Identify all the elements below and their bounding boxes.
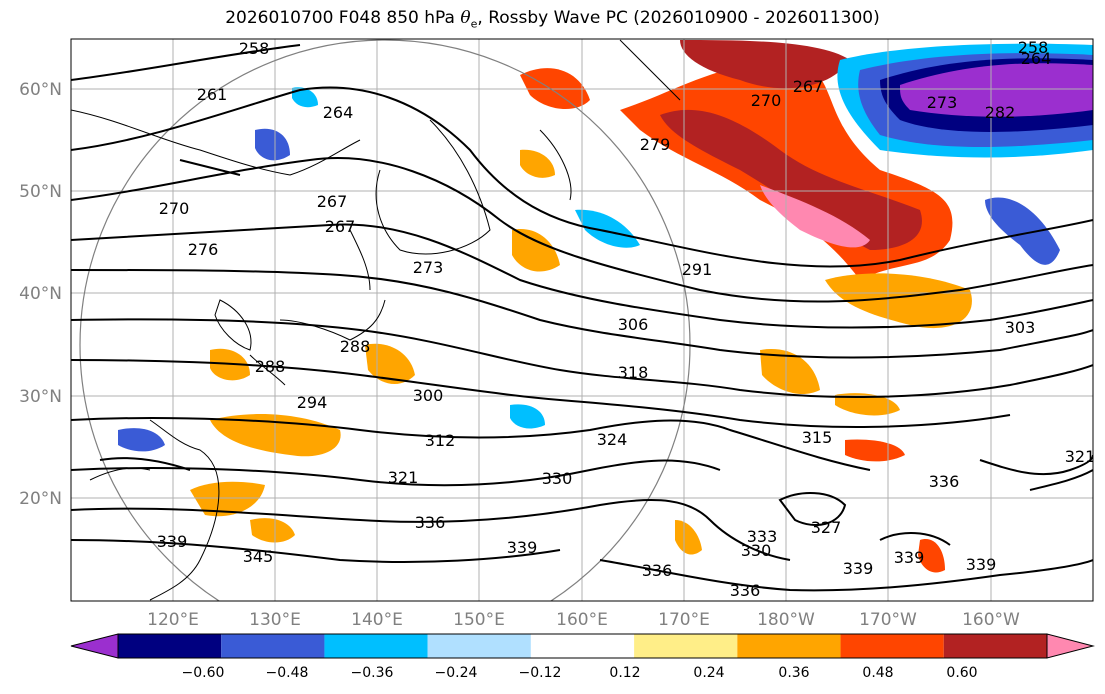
map-frame — [70, 38, 1094, 602]
lon-label: 170°W — [859, 610, 917, 630]
colorbar-segment — [427, 634, 531, 658]
contour-label: 261 — [197, 85, 228, 104]
contour-label: 276 — [188, 240, 219, 259]
contour-label: 336 — [929, 472, 960, 491]
contour-label: 267 — [325, 217, 356, 236]
colorbar-tick-label: −0.24 — [435, 665, 478, 681]
colorbar-tick-label: 0.36 — [778, 665, 809, 681]
colorbar-ticks: −0.60 −0.48 −0.36 −0.24 −0.12 0.12 0.24 … — [182, 665, 978, 681]
colorbar-tick-label: 0.12 — [609, 665, 640, 681]
lon-label: 130°E — [249, 610, 301, 630]
contour-label: 273 — [413, 258, 444, 277]
contour-label: 270 — [751, 91, 782, 110]
colorbar-tick-label: −0.36 — [351, 665, 394, 681]
contour-label: 300 — [413, 386, 444, 405]
lat-label: 40°N — [19, 284, 62, 304]
contour-label: 267 — [793, 77, 824, 96]
colorbar-tick-label: −0.12 — [519, 665, 562, 681]
contour-label: 288 — [255, 357, 286, 376]
colorbar-segment — [737, 634, 841, 658]
colorbar-extend-high — [1046, 633, 1095, 659]
contour-label: 294 — [297, 393, 328, 412]
contour-label: 324 — [597, 430, 628, 449]
latitude-labels: 60°N 50°N 40°N 30°N 20°N — [19, 80, 62, 509]
colorbar-segment — [943, 634, 1047, 658]
anomaly-shading — [118, 40, 1093, 573]
lat-label: 60°N — [19, 80, 62, 100]
contour-label: 258 — [239, 39, 270, 58]
colorbar-frame — [117, 633, 1048, 659]
contour-label: 330 — [542, 469, 573, 488]
contour-label: 336 — [415, 513, 446, 532]
contour-label: 258 — [1018, 38, 1049, 57]
contour-label: 279 — [640, 135, 671, 154]
contour-label: 312 — [425, 431, 456, 450]
theta-e-contours — [71, 44, 1093, 592]
contour-label: 267 — [317, 192, 348, 211]
lon-label: 120°E — [147, 610, 199, 630]
contour-label: 336 — [730, 581, 761, 600]
contour-label: 327 — [811, 518, 842, 537]
lon-label: 170°E — [658, 610, 710, 630]
contour-label: 291 — [682, 260, 713, 279]
lon-label: 150°E — [453, 610, 505, 630]
lon-label: 160°W — [962, 610, 1020, 630]
contour-label: 282 — [985, 103, 1016, 122]
contour-label: 273 — [927, 93, 958, 112]
contour-label: 339 — [966, 555, 997, 574]
contour-labels: 258 261 264 267 267 270 270 276 273 279 … — [157, 38, 1096, 600]
colorbar-segment — [530, 634, 635, 658]
colorbar-tick-label: 0.48 — [862, 665, 893, 681]
colorbar-tick-label: −0.48 — [266, 665, 309, 681]
colorbar-tick-label: −0.60 — [182, 665, 225, 681]
contour-label: 339 — [507, 538, 538, 557]
contour-label: 336 — [642, 561, 673, 580]
colorbar-tick-label: 0.24 — [693, 665, 724, 681]
contour-label: 321 — [388, 468, 419, 487]
lon-label: 180°W — [757, 610, 815, 630]
contour-label: 333 — [747, 527, 778, 546]
colorbar-segment — [840, 634, 944, 658]
contour-label: 330 — [741, 541, 772, 560]
lat-label: 20°N — [19, 489, 62, 509]
contour-label: 264 — [323, 103, 354, 122]
contour-label: 339 — [843, 559, 874, 578]
map-panel: 258 261 264 267 267 270 270 276 273 279 … — [71, 38, 1096, 601]
contour-label: 288 — [340, 337, 371, 356]
coastlines — [71, 39, 681, 601]
colorbar-segment — [324, 634, 428, 658]
colorbar-tick-label: 0.60 — [946, 665, 977, 681]
contour-label: 339 — [157, 532, 188, 551]
contour-label: 315 — [802, 428, 833, 447]
lon-label: 140°E — [351, 610, 403, 630]
colorbar-extend-low — [70, 633, 119, 659]
contour-label: 270 — [159, 199, 190, 218]
map-title: 2026010700 F048 850 hPa θe, Rossby Wave … — [225, 8, 880, 31]
longitude-labels: 120°E 130°E 140°E 150°E 160°E 170°E 180°… — [147, 610, 1020, 630]
colorbar — [70, 633, 1095, 659]
contour-label: 321 — [1065, 447, 1096, 466]
lon-label: 160°E — [556, 610, 608, 630]
colorbar-segment — [634, 634, 738, 658]
lat-label: 50°N — [19, 182, 62, 202]
contour-label: 264 — [1021, 49, 1052, 68]
contour-label: 345 — [243, 547, 274, 566]
contour-label: 306 — [618, 315, 649, 334]
colorbar-segment — [221, 634, 325, 658]
contour-label: 339 — [894, 548, 925, 567]
colorbar-segment — [118, 634, 222, 658]
lat-label: 30°N — [19, 387, 62, 407]
contour-label: 303 — [1005, 318, 1036, 337]
contour-label: 318 — [618, 363, 649, 382]
